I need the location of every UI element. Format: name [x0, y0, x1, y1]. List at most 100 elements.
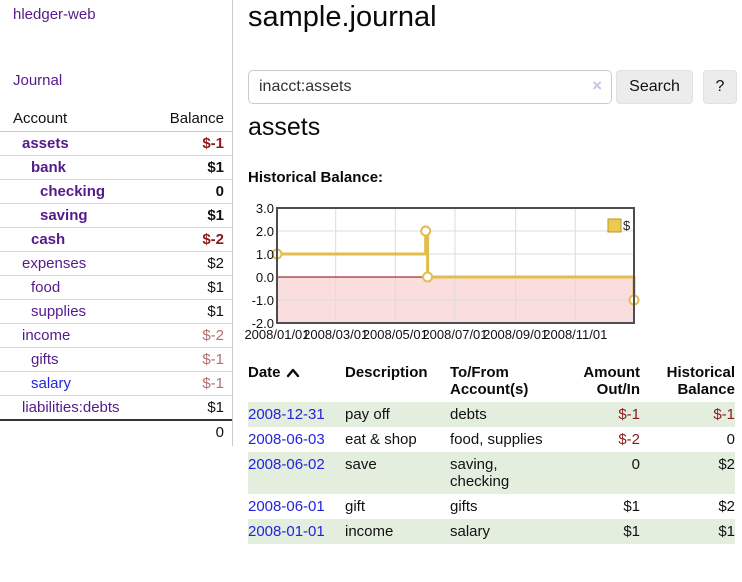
account-balance: $-1: [202, 351, 224, 368]
register-row: 2008-01-01 income salary $1 $1: [248, 519, 735, 544]
sidebar-account-salary[interactable]: salary: [31, 375, 72, 392]
x-axis-tick-label: 2008/05/01: [362, 327, 428, 342]
historical-balance-chart[interactable]: $3.0 2.0 1.0 0.0 -1.0 -2.0 2008/01/01 2008/03/0…: [244, 198, 740, 348]
sidebar-account-food[interactable]: food: [31, 279, 61, 296]
amount-column-header[interactable]: Amount Out/In: [583, 364, 640, 398]
accounts-rows: assets $-1 bank $1 checking 0 saving $1 cash $-2 e…: [0, 132, 232, 419]
y-axis-tick-label: 1.0: [255, 247, 274, 262]
sidebar-account-cash[interactable]: cash: [31, 231, 66, 248]
sidebar-account-expenses[interactable]: expenses: [22, 255, 87, 272]
account-row: expenses $2: [0, 252, 232, 276]
sidebar-account-assets[interactable]: assets: [22, 135, 69, 152]
x-axis-tick-label: 2008/03/01: [303, 327, 369, 342]
account-row: gifts $-1: [0, 348, 232, 372]
register-date-cell: 2008-12-31: [248, 402, 345, 427]
account-balance: $-2: [202, 231, 224, 248]
transaction-date-link[interactable]: 2008-06-01: [248, 498, 325, 515]
total-balance: 0: [215, 424, 224, 441]
chart-title: Historical Balance:: [248, 169, 384, 186]
date-column-header[interactable]: Date: [248, 360, 345, 402]
account-balance: $1: [207, 159, 224, 176]
balance-column-header: Balance: [169, 110, 224, 127]
account-row: salary $-1: [0, 372, 232, 396]
register-rows: 2008-12-31 pay off debts $-1 $-1 2008-06-03 ea…: [248, 402, 735, 544]
page-title: sample.journal: [248, 1, 437, 33]
transaction-date-link[interactable]: 2008-01-01: [248, 523, 325, 540]
account-balance: $1: [207, 303, 224, 320]
clear-search-icon[interactable]: ×: [592, 76, 602, 95]
accounts-table: Account Balance assets $-1 bank $1 checking 0…: [0, 106, 232, 445]
register-amount-cell: $1: [623, 498, 640, 515]
register-description-cell: pay off: [345, 406, 390, 423]
register-balance-cell: 0: [726, 431, 735, 448]
x-axis-tick-label: 2008/07/01: [422, 327, 488, 342]
plot-border: [276, 207, 635, 324]
register-amount-cell: $-2: [618, 431, 640, 448]
register-accounts-cell: debts: [450, 406, 487, 423]
register-date-cell: 2008-06-02: [248, 452, 345, 494]
data-point-marker: [420, 225, 432, 237]
register-accounts-cell: food, supplies: [450, 431, 543, 448]
main-content: sample.journal × Search ? assets Histori…: [244, 0, 740, 582]
description-column-header[interactable]: Description: [345, 364, 428, 381]
register-accounts-cell: saving, checking: [450, 456, 510, 490]
register-accounts-cell: salary: [450, 523, 491, 540]
y-axis-tick-label: 2.0: [255, 224, 274, 239]
sidebar: hledger-web Journal Account Balance asse…: [0, 0, 233, 446]
register-balance-cell: $1: [718, 523, 735, 540]
register-accounts-cell: gifts: [450, 498, 478, 515]
sidebar-account-checking[interactable]: checking: [40, 183, 106, 200]
data-point-marker: [422, 271, 434, 283]
register-description-cell: gift: [345, 498, 366, 515]
account-balance: $1: [207, 207, 224, 224]
x-axis-tick-label: 2008/01/01: [244, 327, 310, 342]
account-row: supplies $1: [0, 300, 232, 324]
account-balance: $-1: [202, 375, 224, 392]
account-row: cash $-2: [0, 228, 232, 252]
register-date-cell: 2008-06-01: [248, 494, 345, 519]
register-row: 2008-06-02 save saving, checking 0 $2: [248, 452, 735, 494]
transaction-date-link[interactable]: 2008-06-02: [248, 456, 325, 473]
legend-swatch: [607, 218, 622, 233]
sort-ascending-icon: [286, 368, 299, 378]
register-balance-cell: $2: [718, 456, 735, 473]
accounts-table-header: Account Balance: [0, 106, 232, 132]
account-row: liabilities:debts $1: [0, 396, 232, 419]
x-axis-tick-label: 2008/11/01: [543, 327, 608, 342]
help-button[interactable]: ?: [703, 70, 737, 104]
account-row: bank $1: [0, 156, 232, 180]
search-input[interactable]: [248, 70, 612, 104]
register-amount-cell: $-1: [618, 406, 640, 423]
register-date-cell: 2008-06-03: [248, 427, 345, 452]
register-table: Date Description To/From Account(s) Amou…: [248, 360, 735, 544]
y-axis-tick-label: -1.0: [251, 293, 274, 308]
register-row: 2008-12-31 pay off debts $-1 $-1: [248, 402, 735, 427]
account-balance: $2: [207, 255, 224, 272]
register-description-cell: save: [345, 456, 377, 473]
register-description-cell: income: [345, 523, 394, 540]
account-balance: 0: [215, 183, 224, 200]
account-row: food $1: [0, 276, 232, 300]
sidebar-account-saving[interactable]: saving: [40, 207, 88, 224]
sidebar-account-income[interactable]: income: [22, 327, 71, 344]
sidebar-account-gifts[interactable]: gifts: [31, 351, 59, 368]
register-balance-cell: $2: [718, 498, 735, 515]
legend-label: $: [623, 218, 631, 233]
transaction-date-link[interactable]: 2008-06-03: [248, 431, 325, 448]
sidebar-account-liabilities-debts[interactable]: liabilities:debts: [22, 399, 120, 416]
search-button[interactable]: Search: [616, 70, 693, 104]
sidebar-account-bank[interactable]: bank: [31, 159, 67, 176]
sidebar-account-supplies[interactable]: supplies: [31, 303, 87, 320]
app-title-link[interactable]: hledger-web: [13, 6, 96, 23]
transaction-date-link[interactable]: 2008-12-31: [248, 406, 325, 423]
accounts-column-header[interactable]: To/From Account(s): [450, 364, 529, 398]
x-axis-tick-label: 2008/09/01: [483, 327, 549, 342]
balance-column-header-register[interactable]: Historical Balance: [666, 364, 735, 398]
register-row: 2008-06-03 eat & shop food, supplies $-2 0: [248, 427, 735, 452]
register-header-row: Date Description To/From Account(s) Amou…: [248, 360, 735, 402]
chart-canvas[interactable]: $: [248, 198, 740, 348]
date-header-label: Date: [248, 364, 281, 381]
register-amount-cell: $1: [623, 523, 640, 540]
sidebar-item-journal[interactable]: Journal: [13, 72, 63, 89]
accounts-total-row: 0: [0, 419, 232, 445]
